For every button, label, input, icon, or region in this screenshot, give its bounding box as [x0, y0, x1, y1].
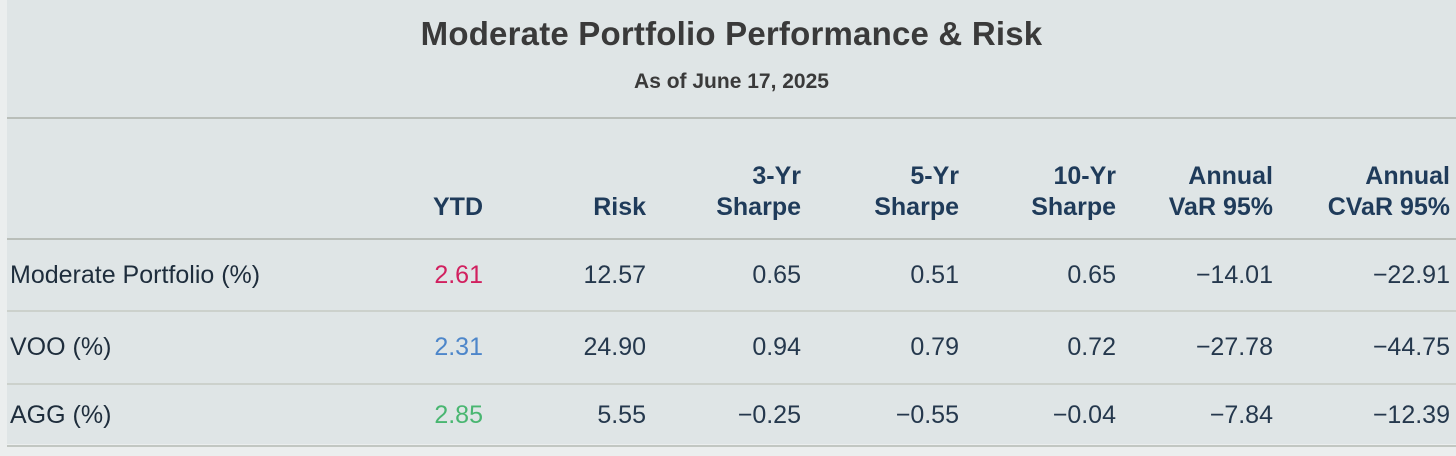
cell-10yr-sharpe: −0.04 — [1052, 400, 1116, 429]
cell-annual-var: −27.78 — [1195, 333, 1273, 361]
performance-card: Moderate Portfolio Performance & Risk As… — [7, 0, 1456, 447]
row-label: VOO (%) — [10, 333, 112, 361]
page-subtitle: As of June 17, 2025 — [634, 70, 829, 93]
cell-ytd: 2.31 — [434, 333, 483, 361]
title-block: Moderate Portfolio Performance & Risk As… — [7, 0, 1456, 119]
table-row-voo: VOO (%) 2.31 24.90 0.94 0.79 0.72 −27.78… — [7, 311, 1456, 384]
table-header-row: YTD Risk 3-Yr Sharpe 5-Yr Sharpe — [7, 119, 1456, 240]
cell-risk: 24.90 — [583, 333, 646, 361]
cell-risk: 12.57 — [583, 260, 646, 289]
cell-annual-cvar: −22.91 — [1372, 260, 1450, 289]
row-label: AGG (%) — [10, 400, 112, 429]
cell-annual-cvar: −44.75 — [1372, 333, 1450, 361]
column-header-ytd: YTD — [327, 119, 483, 240]
row-label: Moderate Portfolio (%) — [10, 260, 261, 289]
cell-annual-var: −7.84 — [1209, 400, 1273, 429]
column-header-5yr-sharpe: 5-Yr Sharpe — [801, 119, 959, 240]
cell-5yr-sharpe: 0.51 — [910, 260, 959, 289]
cell-5yr-sharpe: 0.79 — [910, 333, 959, 361]
column-header-annual-var: Annual VaR 95% — [1116, 119, 1273, 240]
table-row-moderate-portfolio: Moderate Portfolio (%) 2.61 12.57 0.65 0… — [7, 239, 1456, 311]
cell-10yr-sharpe: 0.65 — [1067, 260, 1116, 289]
cell-5yr-sharpe: −0.55 — [895, 400, 959, 429]
cell-3yr-sharpe: −0.25 — [737, 400, 801, 429]
table-row-agg: AGG (%) 2.85 5.55 −0.25 −0.55 −0.04 −7.8… — [7, 384, 1456, 446]
cell-risk: 5.55 — [597, 400, 646, 429]
cell-3yr-sharpe: 0.65 — [752, 260, 801, 289]
cell-annual-cvar: −12.39 — [1372, 400, 1450, 429]
column-header-3yr-sharpe: 3-Yr Sharpe — [646, 119, 801, 240]
cell-10yr-sharpe: 0.72 — [1067, 333, 1116, 361]
column-header-risk: Risk — [483, 119, 646, 240]
column-header-entity — [7, 119, 327, 240]
cell-ytd: 2.61 — [434, 260, 483, 289]
column-header-10yr-sharpe: 10-Yr Sharpe — [959, 119, 1116, 240]
page-title: Moderate Portfolio Performance & Risk — [420, 15, 1043, 52]
cell-3yr-sharpe: 0.94 — [752, 333, 801, 361]
cell-annual-var: −14.01 — [1195, 260, 1273, 289]
cell-ytd: 2.85 — [434, 400, 483, 429]
performance-table: YTD Risk 3-Yr Sharpe 5-Yr Sharpe — [7, 119, 1456, 447]
column-header-annual-cvar: Annual CVaR 95% — [1273, 119, 1456, 240]
